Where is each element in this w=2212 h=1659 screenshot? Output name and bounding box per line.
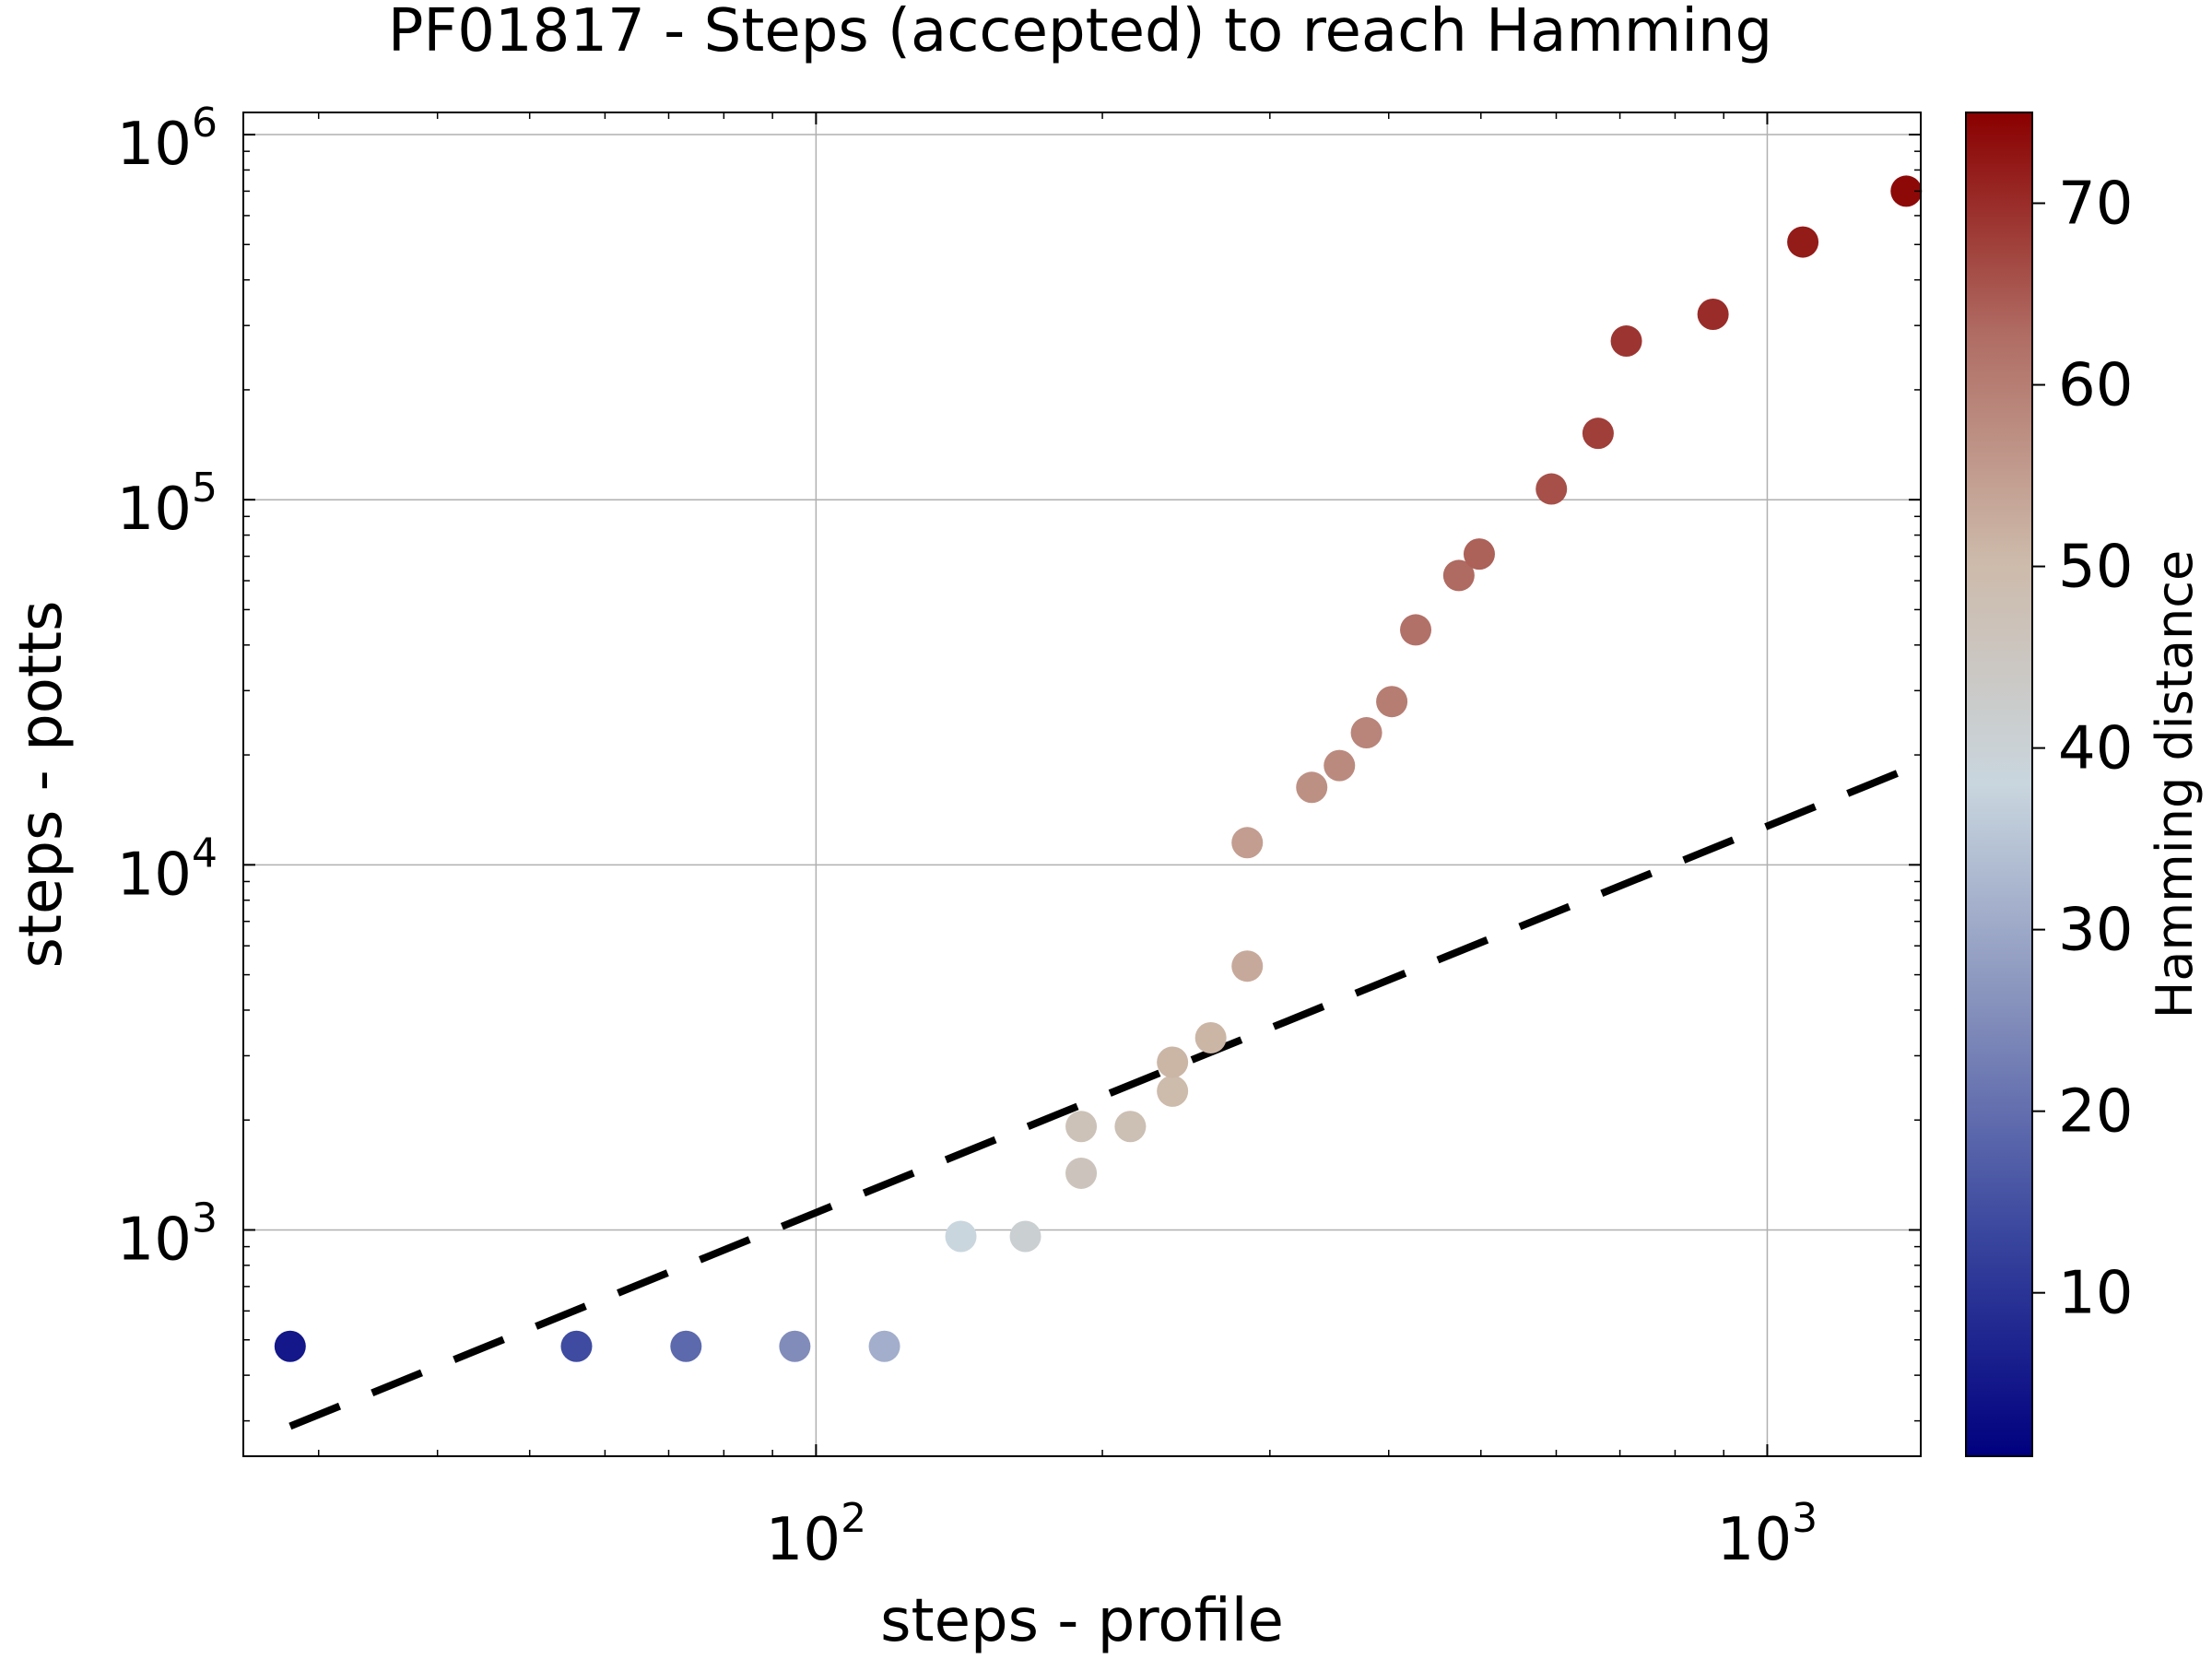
data-point (1157, 1075, 1189, 1107)
chart-title: PF01817 - Steps (accepted) to reach Hamm… (388, 0, 1772, 65)
data-point (560, 1330, 593, 1362)
data-point (1065, 1157, 1098, 1189)
colorbar-tick-label: 50 (2058, 534, 2133, 602)
data-point (1114, 1111, 1147, 1143)
plot-frame (242, 112, 1922, 1457)
grid (243, 112, 1921, 1456)
x-tick-label: 103 (1717, 1495, 1818, 1574)
data-point (868, 1330, 900, 1362)
y-tick-label: 105 (117, 465, 218, 544)
data-point (1350, 717, 1382, 749)
data-point (1376, 686, 1408, 718)
data-point (945, 1220, 977, 1253)
y-axis-ticks: 103 104 105 106 (117, 100, 1921, 1422)
data-point (1400, 614, 1432, 646)
data-point (1463, 538, 1495, 571)
x-tick-label: 102 (766, 1495, 866, 1574)
colorbar-gradient (1966, 112, 2032, 1456)
data-point (1296, 771, 1328, 804)
data-point (1890, 175, 1923, 207)
reference-line (288, 763, 1914, 1430)
data-point (1582, 418, 1614, 450)
data-point (1324, 749, 1356, 782)
data-point (1787, 226, 1819, 258)
y-tick-label: 104 (117, 830, 218, 909)
data-point (1157, 1046, 1189, 1078)
colorbar-tick-label: 20 (2058, 1078, 2133, 1147)
data-point (1231, 950, 1264, 982)
data-points (274, 175, 1923, 1362)
colorbar: 10 20 30 40 50 60 70 (1965, 112, 2133, 1457)
data-point (670, 1330, 702, 1362)
data-point (1231, 827, 1264, 859)
data-point (1009, 1220, 1041, 1253)
colorbar-ticks: 10 20 30 40 50 60 70 (2032, 171, 2133, 1328)
y-tick-label: 106 (117, 100, 218, 179)
colorbar-tick-label: 60 (2058, 352, 2133, 420)
y-tick-label: 103 (117, 1194, 218, 1274)
colorbar-tick-label: 70 (2058, 171, 2133, 239)
colorbar-tick-label: 40 (2058, 715, 2133, 783)
colorbar-tick-label: 10 (2058, 1260, 2133, 1328)
data-point (1697, 299, 1729, 331)
y-axis-label: steps - potts (7, 601, 76, 969)
data-point (274, 1330, 306, 1362)
data-point (1535, 473, 1568, 505)
data-point (779, 1330, 811, 1362)
x-axis-label: steps - profile (880, 1587, 1284, 1655)
data-point (1065, 1111, 1098, 1143)
colorbar-tick-label: 30 (2058, 897, 2133, 965)
data-point (1194, 1021, 1227, 1053)
x-axis-ticks: 102 103 (317, 112, 1818, 1574)
data-point (1442, 559, 1475, 592)
reference-line-layer (288, 763, 1914, 1430)
colorbar-frame (1965, 112, 2033, 1457)
colorbar-label: Hamming distance (2146, 550, 2204, 1018)
data-point (1610, 325, 1642, 358)
